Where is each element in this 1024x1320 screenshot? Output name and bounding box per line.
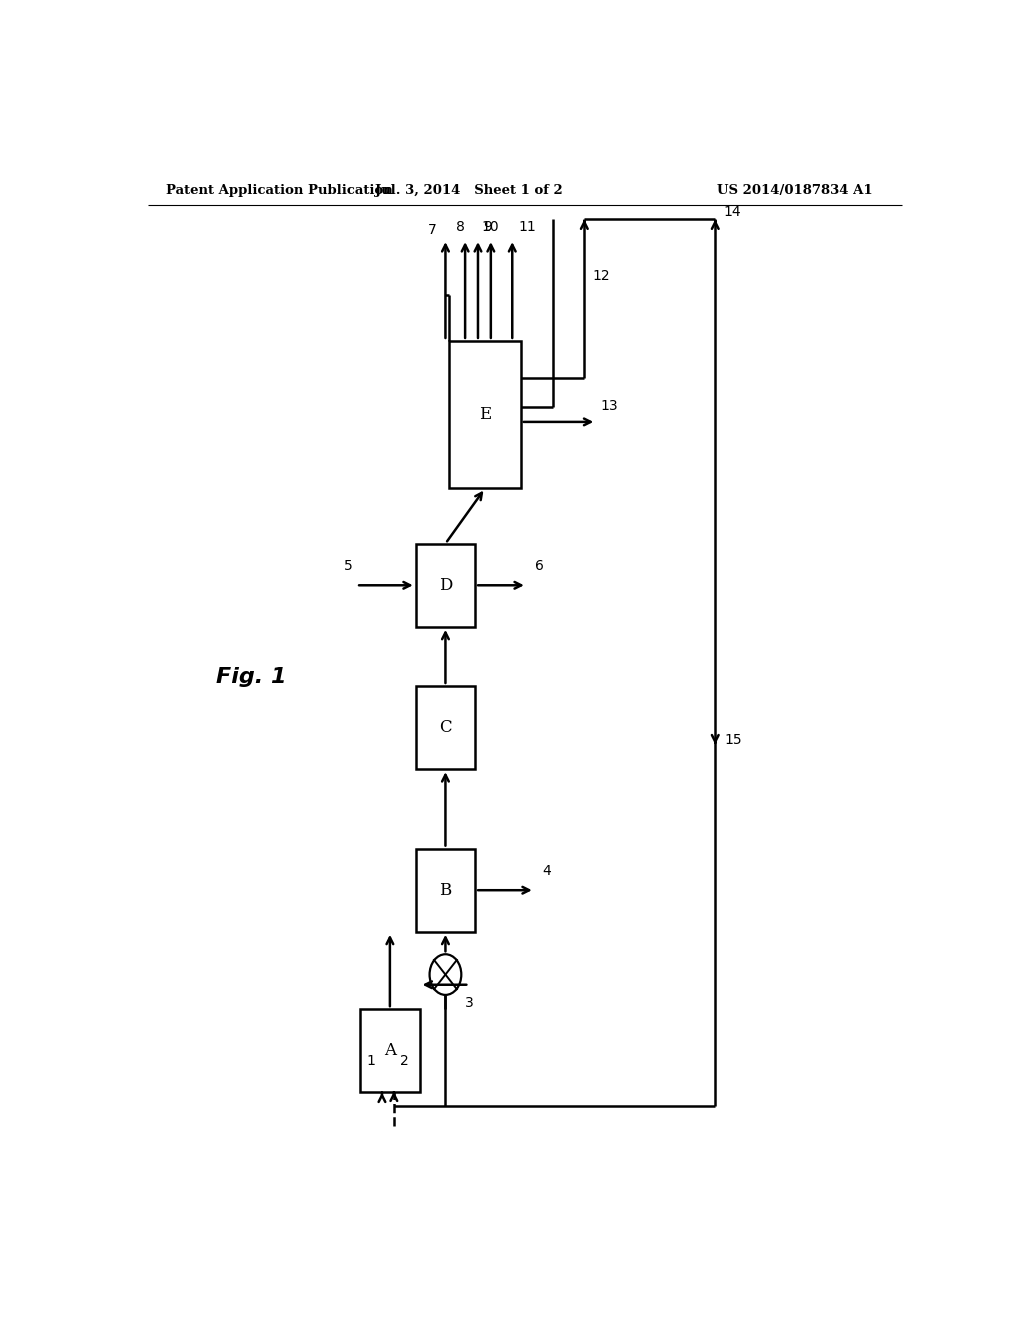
Text: Jul. 3, 2014   Sheet 1 of 2: Jul. 3, 2014 Sheet 1 of 2 bbox=[376, 185, 563, 198]
Text: Fig. 1: Fig. 1 bbox=[216, 667, 287, 686]
Bar bbox=[416, 544, 475, 627]
Text: 9: 9 bbox=[482, 220, 492, 234]
Text: B: B bbox=[439, 882, 452, 899]
Text: 8: 8 bbox=[456, 220, 465, 234]
Text: 13: 13 bbox=[600, 399, 617, 413]
Text: A: A bbox=[384, 1043, 396, 1059]
Text: 14: 14 bbox=[723, 206, 740, 219]
Bar bbox=[450, 341, 521, 488]
Bar bbox=[416, 686, 475, 770]
Text: 7: 7 bbox=[428, 223, 436, 238]
Text: 3: 3 bbox=[465, 997, 474, 1010]
Text: 10: 10 bbox=[481, 220, 499, 234]
Text: 6: 6 bbox=[535, 560, 544, 573]
Text: 5: 5 bbox=[344, 560, 353, 573]
Text: 4: 4 bbox=[543, 865, 551, 878]
Text: Patent Application Publication: Patent Application Publication bbox=[166, 185, 393, 198]
Bar bbox=[416, 849, 475, 932]
Text: 11: 11 bbox=[518, 220, 537, 234]
Text: E: E bbox=[479, 407, 492, 422]
Text: US 2014/0187834 A1: US 2014/0187834 A1 bbox=[717, 185, 872, 198]
Text: 12: 12 bbox=[592, 269, 610, 284]
Text: D: D bbox=[438, 577, 453, 594]
Text: C: C bbox=[439, 719, 452, 737]
Text: 2: 2 bbox=[400, 1055, 409, 1068]
Text: 15: 15 bbox=[725, 734, 742, 747]
Text: 1: 1 bbox=[367, 1055, 375, 1068]
Bar bbox=[360, 1008, 420, 1093]
